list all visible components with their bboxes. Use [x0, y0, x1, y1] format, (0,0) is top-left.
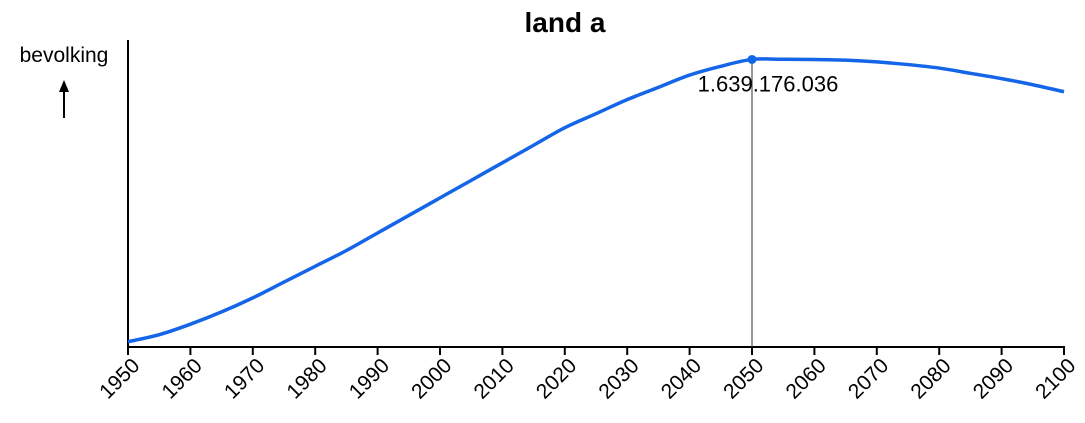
- x-tick-label: 1960: [158, 354, 207, 403]
- x-tick-label: 1970: [220, 354, 269, 403]
- highlight-value-label: 1.639.176.036: [698, 71, 839, 96]
- x-axis-ticks: 1950 1960 1970 1980 1990 2000 2010 2020 2030 2040…: [95, 347, 1080, 403]
- x-tick-label: 2000: [407, 354, 456, 403]
- x-tick-label: 2070: [844, 354, 893, 403]
- series-line-population: [127, 57, 1065, 344]
- x-tick-label: 2010: [470, 354, 519, 403]
- x-tick-label: 1990: [345, 354, 394, 403]
- x-tick-label: 2080: [906, 354, 955, 403]
- y-axis-label: bevolking: [20, 44, 109, 67]
- x-tick-label: 2100: [1031, 354, 1080, 403]
- x-tick-label: 2090: [969, 354, 1018, 403]
- x-tick-label: 1980: [282, 354, 331, 403]
- x-tick-label: 2020: [532, 354, 581, 403]
- x-tick-label: 2030: [594, 354, 643, 403]
- chart-title: land a: [525, 7, 606, 38]
- highlight-point: [747, 54, 757, 64]
- x-tick-label: 2040: [657, 354, 706, 403]
- x-tick-label: 1950: [95, 354, 144, 403]
- y-axis-arrow: [59, 80, 69, 118]
- x-tick-label: 2050: [719, 354, 768, 403]
- x-tick-label: 2060: [782, 354, 831, 403]
